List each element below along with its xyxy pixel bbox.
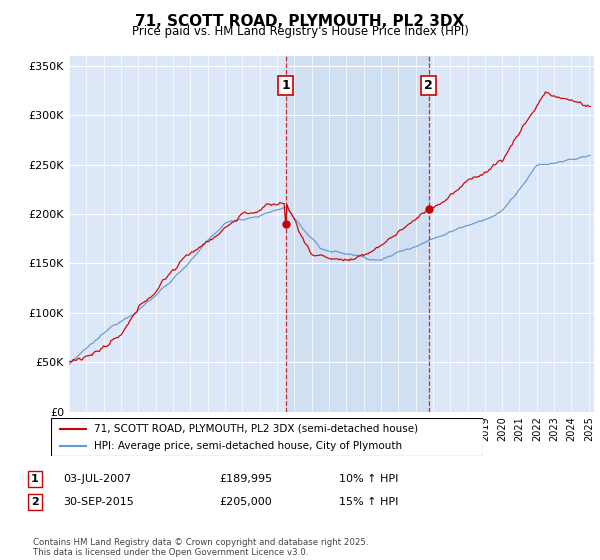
FancyBboxPatch shape (51, 418, 483, 456)
Text: 2: 2 (31, 497, 38, 507)
Text: £205,000: £205,000 (219, 497, 272, 507)
Text: 15% ↑ HPI: 15% ↑ HPI (339, 497, 398, 507)
Text: 1: 1 (31, 474, 38, 484)
Text: £189,995: £189,995 (219, 474, 272, 484)
Text: 30-SEP-2015: 30-SEP-2015 (63, 497, 134, 507)
Text: 10% ↑ HPI: 10% ↑ HPI (339, 474, 398, 484)
Bar (286, 56, 428, 412)
Text: 71, SCOTT ROAD, PLYMOUTH, PL2 3DX: 71, SCOTT ROAD, PLYMOUTH, PL2 3DX (136, 14, 464, 29)
Text: 2: 2 (424, 79, 433, 92)
Text: 71, SCOTT ROAD, PLYMOUTH, PL2 3DX (semi-detached house): 71, SCOTT ROAD, PLYMOUTH, PL2 3DX (semi-… (94, 424, 418, 434)
Text: Price paid vs. HM Land Registry's House Price Index (HPI): Price paid vs. HM Land Registry's House … (131, 25, 469, 38)
Text: 1: 1 (281, 79, 290, 92)
Text: 03-JUL-2007: 03-JUL-2007 (63, 474, 131, 484)
Text: Contains HM Land Registry data © Crown copyright and database right 2025.
This d: Contains HM Land Registry data © Crown c… (33, 538, 368, 557)
Text: HPI: Average price, semi-detached house, City of Plymouth: HPI: Average price, semi-detached house,… (94, 441, 403, 451)
